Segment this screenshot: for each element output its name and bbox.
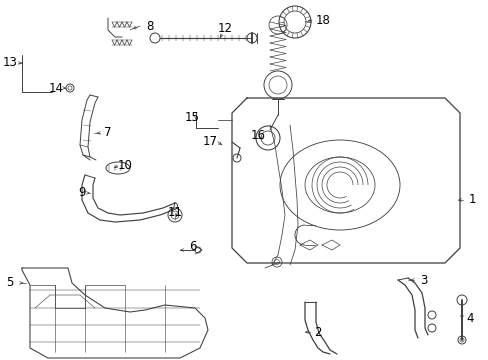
Text: 16: 16 xyxy=(250,130,265,143)
Text: 4: 4 xyxy=(465,311,473,324)
Text: 5: 5 xyxy=(6,276,14,289)
Text: 8: 8 xyxy=(146,19,153,32)
Text: 7: 7 xyxy=(104,126,112,139)
Text: 18: 18 xyxy=(315,13,330,27)
Text: 3: 3 xyxy=(420,274,427,287)
Text: 2: 2 xyxy=(314,325,321,338)
Text: 14: 14 xyxy=(48,81,63,94)
Text: 11: 11 xyxy=(167,207,182,220)
Text: 9: 9 xyxy=(78,186,85,199)
Text: 12: 12 xyxy=(217,22,232,35)
Text: 1: 1 xyxy=(468,193,475,207)
Text: 6: 6 xyxy=(189,240,196,253)
Text: 15: 15 xyxy=(184,112,199,125)
Text: 13: 13 xyxy=(2,57,18,69)
Text: 10: 10 xyxy=(117,159,132,172)
Text: 17: 17 xyxy=(202,135,217,148)
